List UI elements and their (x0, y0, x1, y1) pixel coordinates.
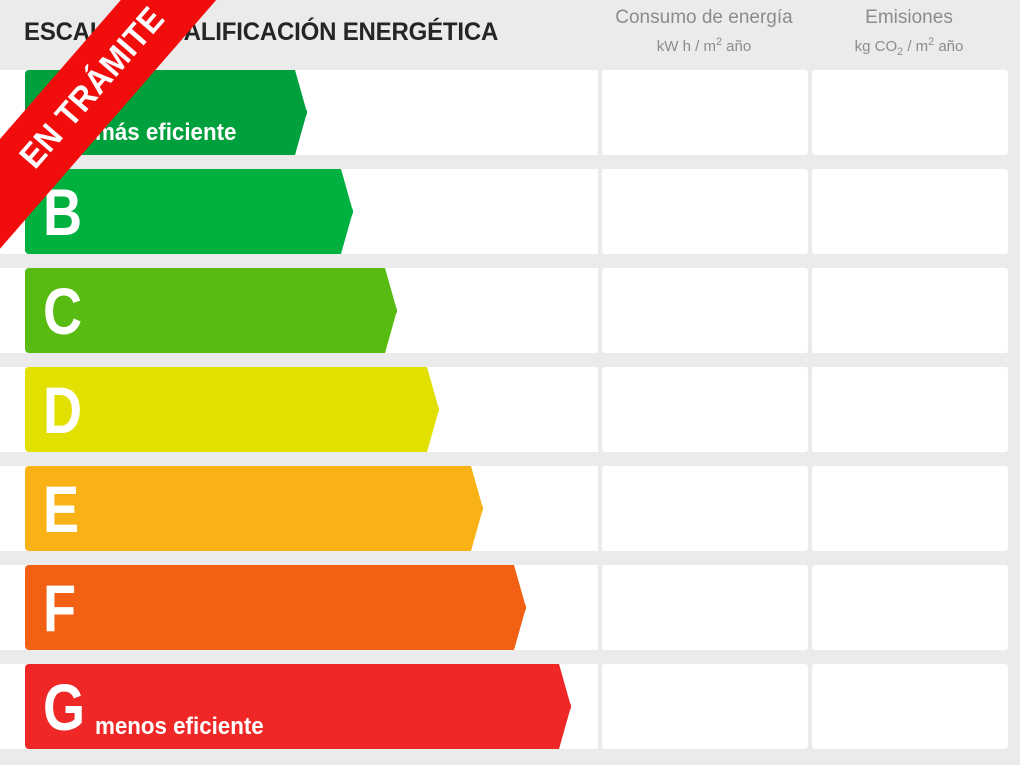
emisiones-unit-post: año (934, 38, 964, 55)
emisiones-unit-mid: / m (903, 38, 929, 55)
rating-bar-arrow-icon (281, 70, 307, 155)
emisiones-value-cell-g (812, 664, 1008, 749)
rating-bar-c[interactable]: C (25, 268, 397, 353)
rating-bar-arrow-icon (500, 565, 526, 650)
consumo-value-cell-g (602, 664, 808, 749)
emisiones-value-cell-e (812, 466, 1008, 551)
rating-letter-f: F (43, 570, 77, 645)
consumo-value-cell-d (602, 367, 808, 452)
column-header-emisiones: Emisiones kg CO2 / m2 año (810, 6, 1008, 62)
rating-row: F (0, 565, 1020, 650)
rating-bar-arrow-icon (457, 466, 483, 551)
rating-letter-e: E (43, 471, 80, 546)
consumo-value-cell-a (602, 70, 808, 155)
rating-bar-b[interactable]: B (25, 169, 353, 254)
column-header-consumo-label: Consumo de energía (615, 7, 793, 28)
consumo-value-cell-c (602, 268, 808, 353)
emisiones-value-cell-c (812, 268, 1008, 353)
consumo-value-cell-e (602, 466, 808, 551)
rating-row: C (0, 268, 1020, 353)
rating-bar-arrow-icon (371, 268, 397, 353)
consumo-unit-exponent: 2 (715, 36, 722, 48)
column-header-consumo: Consumo de energía kW h / m2 año (600, 6, 808, 57)
rating-bar-arrow-icon (545, 664, 571, 749)
rating-bar-f[interactable]: F (25, 565, 526, 650)
chart-header: ESCALA DE CALIFICACIÓN ENERGÉTICA Consum… (0, 0, 1020, 70)
page-title: ESCALA DE CALIFICACIÓN ENERGÉTICA (24, 18, 499, 46)
column-header-emisiones-label: Emisiones (865, 7, 953, 28)
rating-letter-c: C (43, 273, 83, 348)
emisiones-value-cell-a (812, 70, 1008, 155)
rating-bar-e[interactable]: E (25, 466, 483, 551)
rating-bar-note: más eficiente (95, 119, 237, 146)
column-header-emisiones-units: kg CO2 / m2 año (810, 32, 1008, 62)
emisiones-unit-exponent: 2 (928, 36, 935, 48)
rating-letter-g: G (43, 669, 86, 744)
rating-row: B (0, 169, 1020, 254)
rating-bar-arrow-icon (413, 367, 439, 452)
emisiones-value-cell-d (812, 367, 1008, 452)
consumo-unit-pre: kW h / m (656, 38, 716, 55)
emisiones-value-cell-b (812, 169, 1008, 254)
emisiones-value-cell-f (812, 565, 1008, 650)
rating-row: D (0, 367, 1020, 452)
column-header-consumo-units: kW h / m2 año (600, 32, 808, 57)
consumo-value-cell-f (602, 565, 808, 650)
emisiones-unit-subscript: 2 (897, 46, 904, 58)
rating-bar-note: menos eficiente (95, 713, 264, 740)
rating-letter-a: A (43, 75, 83, 150)
rating-row: E (0, 466, 1020, 551)
rating-bar-arrow-icon (327, 169, 353, 254)
rating-letter-b: B (43, 174, 83, 249)
consumo-value-cell-b (602, 169, 808, 254)
rating-bar-d[interactable]: D (25, 367, 439, 452)
consumo-unit-post: año (721, 38, 752, 55)
emisiones-unit-pre: kg CO (854, 38, 898, 55)
rating-letter-d: D (43, 372, 83, 447)
